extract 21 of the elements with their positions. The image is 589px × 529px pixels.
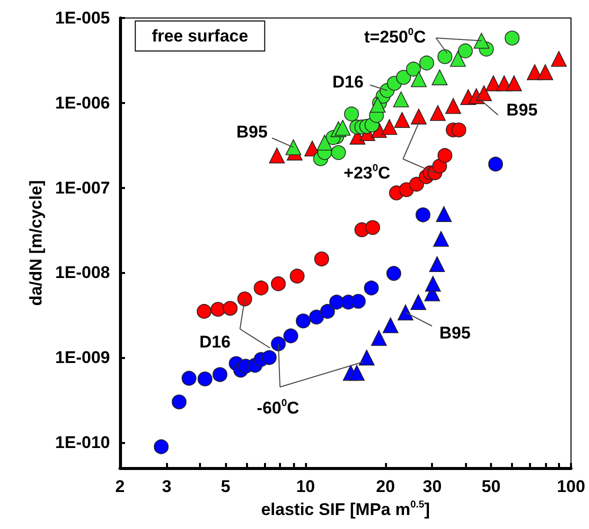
x-tick-label: 20 [376,477,395,496]
annotation: free surface [152,26,248,46]
x-tick-label: 5 [220,477,230,496]
annotation: D16 [199,332,231,352]
x-tick-label: 30 [422,477,442,496]
annotation: B95 [236,122,268,142]
y-axis-title: da/dN [m/cycle] [26,180,46,306]
y-tick-label: 1E-007 [55,178,110,198]
y-tick-label: 1E-006 [55,93,110,112]
annotation: B95 [506,100,538,120]
annotation: D16 [332,72,364,92]
x-tick-label: 50 [482,477,501,496]
x-tick-label: 10 [296,477,316,496]
x-tick-label: 2 [115,477,125,496]
y-tick-label: 1E-010 [55,432,110,452]
x-tick-label: 100 [556,477,586,496]
y-tick-label: 1E-005 [55,8,110,28]
annotation: B95 [439,324,471,342]
x-tick-label: 3 [162,477,172,496]
y-tick-label: 1E-009 [55,348,110,368]
y-tick-label: 1E-008 [55,263,110,282]
